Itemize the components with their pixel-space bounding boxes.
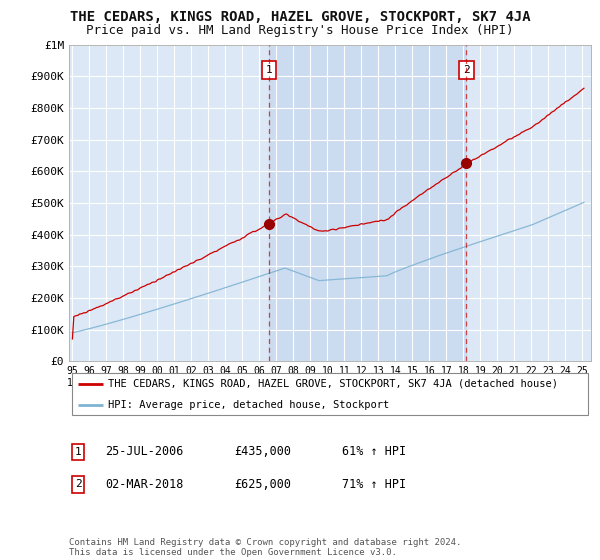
Text: 1: 1 bbox=[266, 65, 272, 75]
FancyBboxPatch shape bbox=[71, 373, 589, 416]
Text: THE CEDARS, KINGS ROAD, HAZEL GROVE, STOCKPORT, SK7 4JA (detached house): THE CEDARS, KINGS ROAD, HAZEL GROVE, STO… bbox=[108, 379, 558, 389]
Text: £435,000: £435,000 bbox=[234, 445, 291, 459]
Text: 25-JUL-2006: 25-JUL-2006 bbox=[105, 445, 184, 459]
Text: 1: 1 bbox=[74, 447, 82, 457]
Text: 2: 2 bbox=[463, 65, 470, 75]
Text: 2: 2 bbox=[74, 479, 82, 489]
Text: HPI: Average price, detached house, Stockport: HPI: Average price, detached house, Stoc… bbox=[108, 400, 389, 410]
Text: Contains HM Land Registry data © Crown copyright and database right 2024.
This d: Contains HM Land Registry data © Crown c… bbox=[69, 538, 461, 557]
Text: £625,000: £625,000 bbox=[234, 478, 291, 491]
Text: 71% ↑ HPI: 71% ↑ HPI bbox=[342, 478, 406, 491]
Text: THE CEDARS, KINGS ROAD, HAZEL GROVE, STOCKPORT, SK7 4JA: THE CEDARS, KINGS ROAD, HAZEL GROVE, STO… bbox=[70, 10, 530, 24]
Text: Price paid vs. HM Land Registry's House Price Index (HPI): Price paid vs. HM Land Registry's House … bbox=[86, 24, 514, 36]
Text: 61% ↑ HPI: 61% ↑ HPI bbox=[342, 445, 406, 459]
Bar bbox=[269, 45, 466, 361]
Text: 02-MAR-2018: 02-MAR-2018 bbox=[105, 478, 184, 491]
